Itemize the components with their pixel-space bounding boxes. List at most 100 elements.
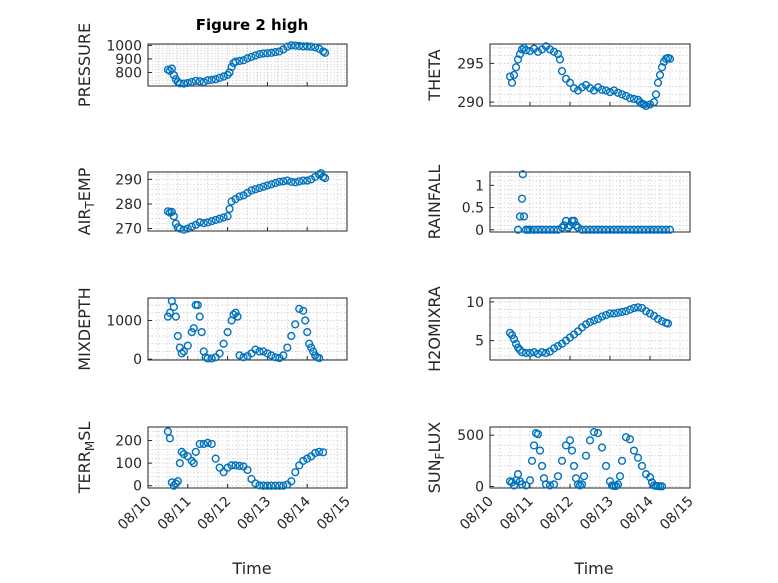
data-point bbox=[207, 354, 216, 363]
data-point bbox=[593, 225, 603, 234]
data-point bbox=[525, 476, 535, 485]
data-point bbox=[179, 79, 188, 88]
data-point bbox=[641, 101, 651, 111]
data-point bbox=[291, 178, 300, 187]
data-point bbox=[525, 225, 535, 234]
data-point bbox=[311, 448, 320, 458]
data-point bbox=[307, 343, 316, 352]
data-point bbox=[239, 353, 248, 362]
data-point bbox=[315, 447, 324, 456]
data-point bbox=[227, 461, 236, 470]
data-point bbox=[301, 316, 310, 325]
y-tick-label: 290 bbox=[457, 95, 484, 111]
data-point bbox=[635, 98, 645, 107]
plot-area bbox=[490, 427, 690, 488]
data-point bbox=[287, 331, 296, 341]
data-point bbox=[577, 480, 587, 489]
data-point bbox=[617, 90, 627, 99]
data-point bbox=[239, 56, 248, 65]
data-point bbox=[589, 225, 599, 234]
y-axis-label: H2OMIXRA bbox=[425, 286, 444, 372]
data-point bbox=[641, 307, 651, 316]
data-point bbox=[187, 328, 196, 337]
data-point bbox=[251, 479, 260, 488]
data-point bbox=[275, 47, 284, 56]
axes-box bbox=[489, 43, 691, 107]
data-point bbox=[519, 212, 529, 221]
data-point bbox=[571, 221, 581, 230]
data-point bbox=[601, 225, 611, 234]
x-axis-label-right: Time bbox=[573, 559, 613, 578]
y-axis-label: SUNFLUX bbox=[425, 422, 447, 494]
data-point bbox=[263, 181, 272, 190]
data-point bbox=[177, 349, 186, 358]
data-point bbox=[295, 177, 304, 186]
data-point bbox=[279, 351, 288, 360]
axes-box bbox=[147, 43, 348, 87]
data-point bbox=[231, 461, 240, 470]
data-point bbox=[263, 49, 272, 58]
data-point bbox=[577, 83, 587, 92]
data-point bbox=[621, 433, 631, 442]
y-tick-label: 900 bbox=[115, 52, 142, 68]
data-point bbox=[529, 225, 539, 234]
data-point bbox=[533, 225, 543, 234]
data-point bbox=[559, 221, 569, 230]
data-point bbox=[557, 456, 567, 465]
y-tick-label: 280 bbox=[115, 197, 142, 213]
data-point bbox=[231, 308, 240, 317]
data-point bbox=[183, 452, 192, 461]
data-point bbox=[203, 218, 212, 227]
data-point bbox=[513, 55, 523, 64]
data-point bbox=[585, 84, 595, 93]
data-point bbox=[175, 224, 184, 233]
figure-title: Figure 2 high bbox=[196, 16, 309, 34]
data-point bbox=[263, 349, 272, 358]
data-point bbox=[267, 180, 276, 189]
data-point bbox=[195, 218, 204, 227]
data-point bbox=[255, 347, 264, 356]
y-axis-label: RAINFALL bbox=[425, 165, 444, 240]
data-point bbox=[553, 225, 563, 234]
data-point bbox=[207, 217, 216, 226]
data-point bbox=[585, 436, 595, 445]
data-point bbox=[517, 480, 527, 489]
data-point bbox=[525, 348, 535, 358]
data-point bbox=[275, 177, 284, 186]
data-point bbox=[319, 47, 328, 56]
y-axis-label: MIXDEPTH bbox=[75, 287, 94, 370]
data-point bbox=[549, 47, 559, 56]
data-point bbox=[517, 45, 527, 54]
data-point bbox=[653, 314, 663, 324]
data-point bbox=[605, 309, 615, 318]
data-point bbox=[219, 468, 228, 477]
data-point bbox=[613, 88, 623, 97]
y-tick-label: 5 bbox=[475, 334, 484, 350]
data-point bbox=[165, 308, 174, 317]
data-point bbox=[271, 178, 280, 188]
data-point bbox=[517, 194, 527, 203]
data-point bbox=[255, 183, 264, 193]
data-point bbox=[549, 344, 559, 353]
data-point bbox=[187, 77, 196, 87]
axes-box bbox=[147, 171, 348, 232]
data-point bbox=[271, 481, 280, 490]
y-tick-label: 0 bbox=[475, 479, 484, 495]
data-point bbox=[529, 441, 539, 450]
data-point bbox=[177, 447, 186, 456]
y-tick-label: 800 bbox=[115, 65, 142, 81]
data-point bbox=[565, 436, 575, 445]
data-point bbox=[291, 468, 300, 477]
data-point bbox=[315, 353, 324, 363]
data-point bbox=[243, 465, 252, 475]
data-point bbox=[621, 307, 631, 316]
data-point bbox=[251, 51, 260, 60]
data-point bbox=[625, 305, 635, 314]
data-point bbox=[179, 450, 188, 459]
data-point bbox=[645, 473, 655, 482]
axes-box bbox=[489, 171, 691, 233]
data-point bbox=[189, 459, 198, 468]
data-point bbox=[541, 480, 551, 489]
y-tick-label: 1000 bbox=[106, 38, 142, 54]
data-point bbox=[223, 212, 232, 221]
